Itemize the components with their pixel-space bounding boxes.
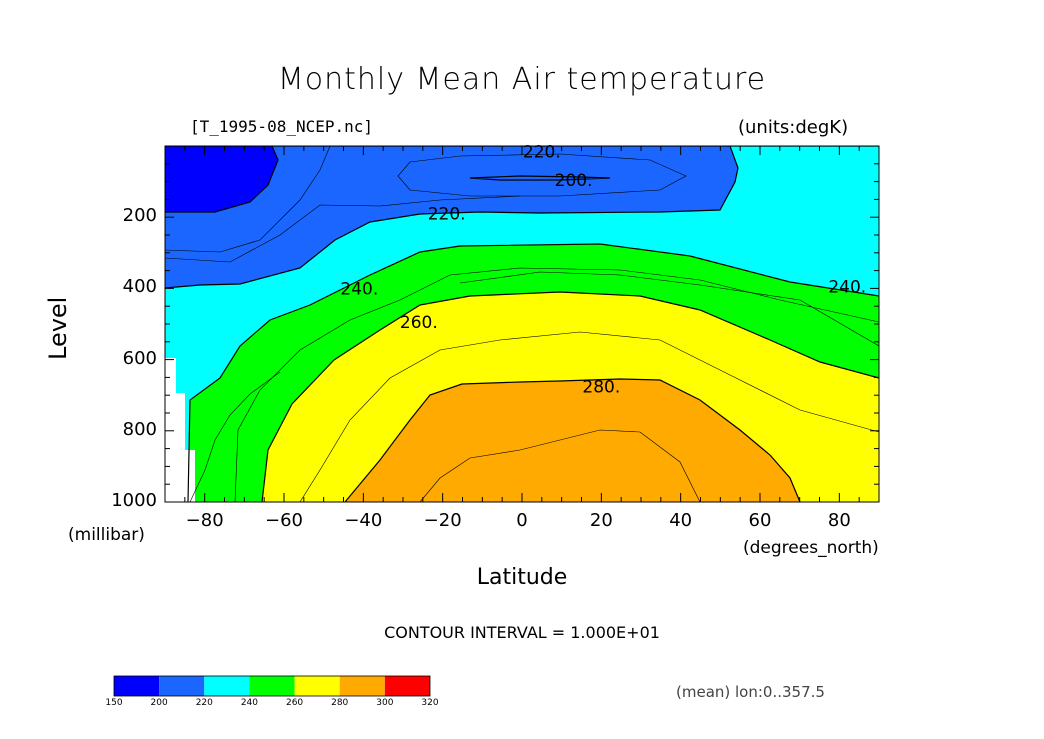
colorbar-tick-label: 320 <box>421 698 439 708</box>
colorbar-swatch <box>114 676 160 696</box>
colorbar-tick-label: 300 <box>376 698 394 708</box>
contour-label: 280. <box>582 377 620 397</box>
colorbar-swatch <box>294 676 340 696</box>
contour-interval-note: CONTOUR INTERVAL = 1.000E+01 <box>384 623 660 642</box>
colorbar-tick-label: 220 <box>195 698 213 708</box>
contour-line-minor <box>459 271 879 347</box>
x-tick-label: 20 <box>589 510 613 531</box>
contour-line-minor <box>234 267 879 502</box>
contour-line-major <box>469 175 611 181</box>
x-tick-label: −60 <box>265 510 303 531</box>
x-axis-label: Latitude <box>476 565 568 590</box>
colorbar-tick-label: 240 <box>240 698 259 708</box>
contour-line-major <box>165 146 739 289</box>
contour-line-major <box>165 146 279 213</box>
x-tick-label: −40 <box>344 510 383 531</box>
y-axis-units: (millibar) <box>68 525 145 545</box>
contour-label: 200. <box>555 171 593 191</box>
x-tick-label: 0 <box>516 510 528 531</box>
x-tick-label: 60 <box>748 510 772 531</box>
colorbar-tick-label: 260 <box>285 698 304 708</box>
colorbar-swatch <box>204 676 250 696</box>
contour-label: 240. <box>340 279 378 299</box>
contour-lines <box>165 146 879 502</box>
colorbar-swatch <box>339 676 385 696</box>
y-tick-label: 800 <box>122 418 157 440</box>
colorbar-tick-label: 200 <box>150 698 168 708</box>
contour-line-minor <box>419 429 701 502</box>
contour-line-minor <box>165 195 521 263</box>
units-label: (units:degK) <box>738 117 849 138</box>
contour-line-major <box>261 291 879 502</box>
file-label: [T_1995-08_NCEP.nc] <box>190 117 374 136</box>
colorbar-swatch <box>159 676 205 696</box>
y-axis-label: Level <box>44 296 72 360</box>
missing-data-block <box>185 450 195 502</box>
contour-line-minor <box>165 146 331 253</box>
y-tick-label: 1000 <box>111 490 157 511</box>
y-tick-label: 200 <box>122 205 157 227</box>
colorbar <box>113 675 431 697</box>
x-axis-units: (degrees_north) <box>743 538 879 558</box>
y-tick-label: 400 <box>122 276 157 298</box>
colorbar-swatch <box>384 676 430 696</box>
colorbar-frame <box>113 675 431 697</box>
contour-line-minor <box>189 371 281 502</box>
contour-line-minor <box>299 331 879 502</box>
contour-line-minor <box>397 153 687 197</box>
x-tick-label: 80 <box>827 510 851 531</box>
fill-280-300 <box>345 379 800 502</box>
filled-contours <box>165 146 879 502</box>
y-tick-label: 600 <box>122 347 157 369</box>
missing-data-block <box>165 358 176 502</box>
colorbar-tick-label: 150 <box>105 698 123 708</box>
contour-label: 260. <box>400 313 438 333</box>
mean-note: (mean) lon:0..357.5 <box>676 683 825 701</box>
fill-150-200 <box>165 146 278 212</box>
x-tick-label: 40 <box>669 510 693 531</box>
contour-label: 220. <box>523 142 561 162</box>
colorbar-swatch <box>249 676 295 696</box>
contour-line-major <box>187 243 879 502</box>
contour-label: 220. <box>428 205 466 225</box>
chart-title: Monthly Mean Air temperature <box>277 62 767 97</box>
contour-label: 240. <box>828 278 866 298</box>
axis-ticks <box>164 145 880 503</box>
missing-data-block <box>176 393 185 502</box>
contour-line-major <box>344 378 801 502</box>
x-tick-label: −20 <box>423 510 462 531</box>
x-tick-label: −80 <box>185 510 224 531</box>
fill-200-220 <box>165 146 879 288</box>
contour-labels: 220. 200. 220. 240. 260. 280. 240. <box>340 142 866 397</box>
colorbar-tick-label: 280 <box>331 698 349 708</box>
